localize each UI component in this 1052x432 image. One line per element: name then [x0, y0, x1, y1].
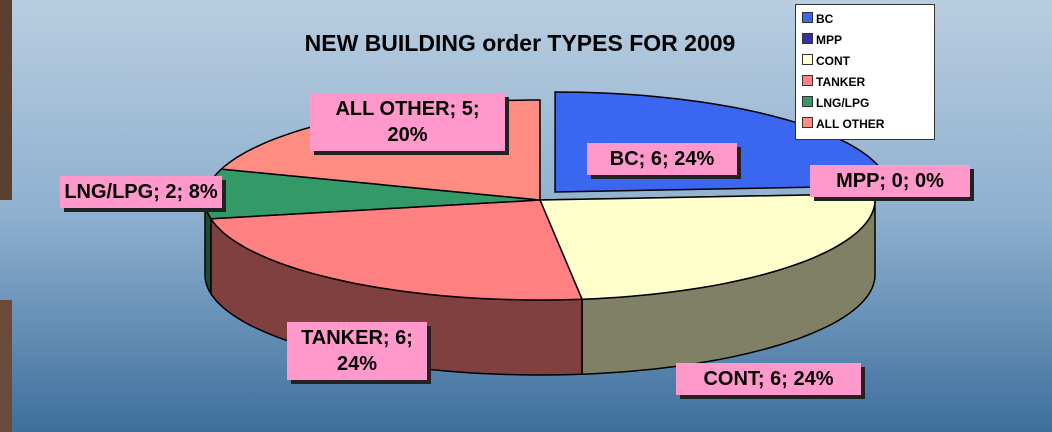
- legend-item: MPP: [802, 30, 928, 51]
- data-label: MPP; 0; 0%: [810, 165, 970, 197]
- data-label: BC; 6; 24%: [587, 143, 737, 175]
- legend-label: ALL OTHER: [816, 117, 885, 131]
- legend-swatch: [802, 33, 813, 44]
- legend-label: CONT: [816, 54, 850, 68]
- legend: BC MPP CONT TANKER LNG/LPG ALL OTHER: [795, 4, 935, 140]
- legend-label: TANKER: [816, 75, 866, 89]
- photo-edge: [0, 0, 12, 200]
- slice: [209, 199, 584, 301]
- legend-swatch: [802, 12, 813, 23]
- chart-title: NEW BUILDING order TYPES FOR 2009: [304, 30, 736, 56]
- legend-item: TANKER: [802, 72, 928, 93]
- legend-swatch: [802, 117, 813, 128]
- legend-swatch: [802, 54, 813, 65]
- slice: [538, 192, 876, 300]
- legend-swatch: [802, 75, 813, 86]
- data-label: ALL OTHER; 5; 20%: [310, 93, 505, 151]
- legend-item: ALL OTHER: [802, 114, 928, 135]
- legend-swatch: [802, 96, 813, 107]
- legend-label: BC: [816, 12, 834, 26]
- photo-edge: [0, 300, 12, 432]
- legend-item: BC: [802, 9, 928, 30]
- legend-label: LNG/LPG: [816, 96, 870, 110]
- data-label: LNG/LPG; 2; 8%: [60, 176, 222, 208]
- legend-item: CONT: [802, 51, 928, 72]
- data-label: CONT; 6; 24%: [676, 363, 861, 395]
- data-label: TANKER; 6; 24%: [287, 322, 427, 380]
- legend-item: LNG/LPG: [802, 93, 928, 114]
- legend-label: MPP: [816, 33, 843, 47]
